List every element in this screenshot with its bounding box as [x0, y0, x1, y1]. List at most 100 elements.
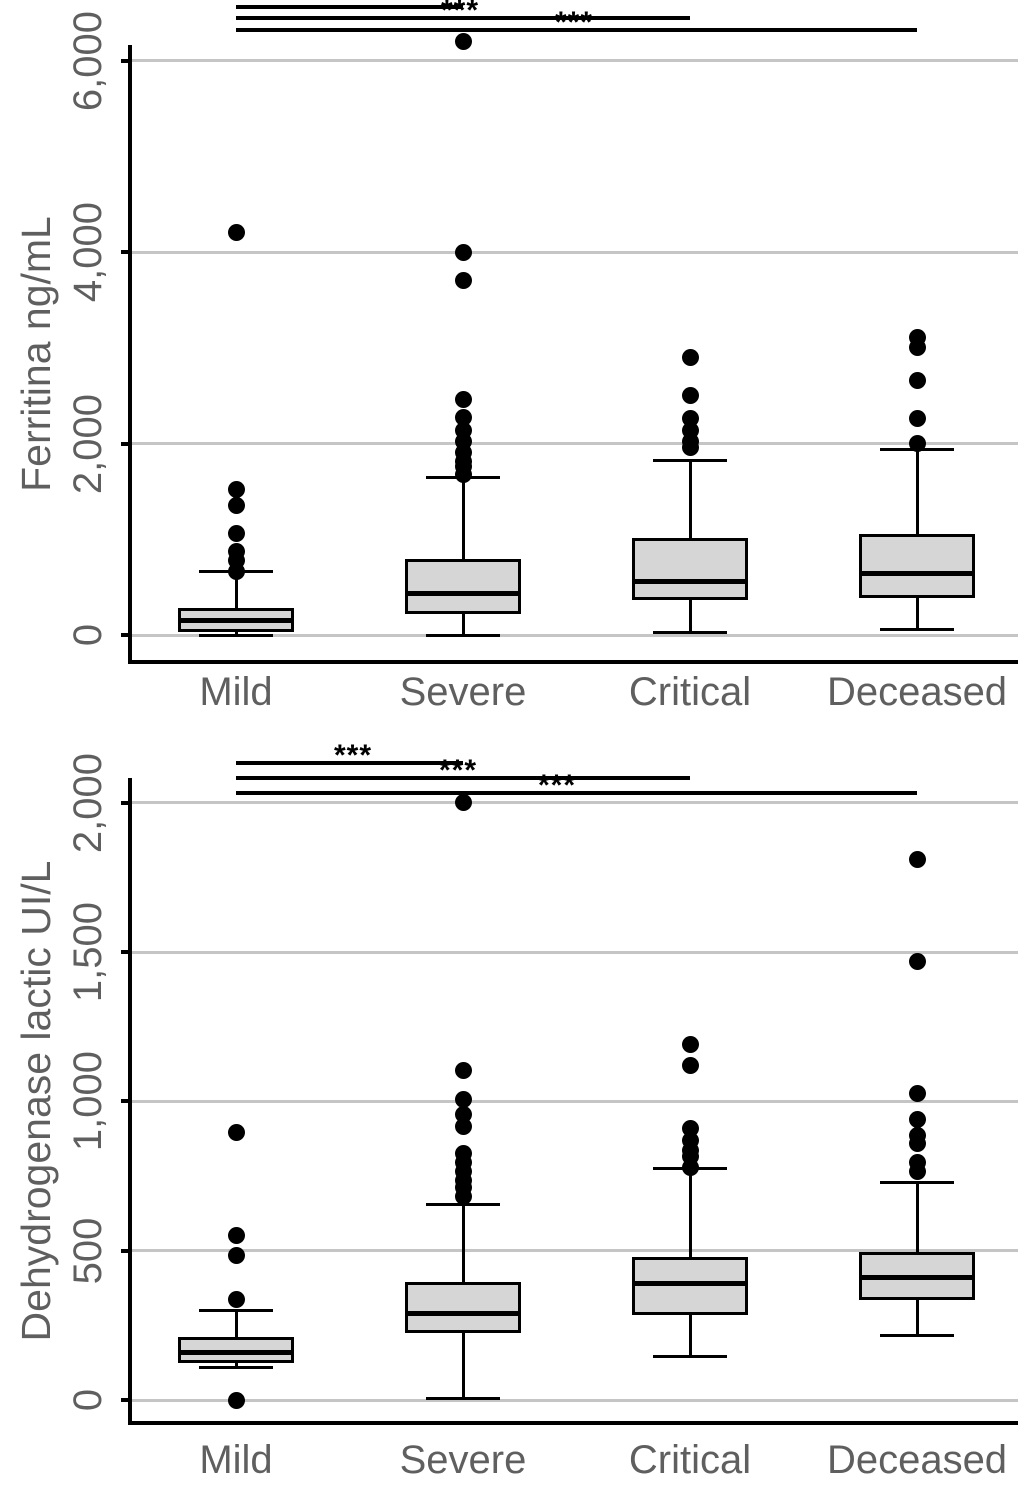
significance-stars: *** — [282, 0, 402, 15]
y-axis-tick-label: 0 — [66, 1388, 110, 1412]
whisker-cap-low-severe — [426, 1397, 500, 1400]
whisker-cap-low-deceased — [880, 627, 954, 631]
gridline-0 — [130, 633, 1018, 637]
x-axis-label-mild: Mild — [199, 670, 273, 714]
y-axis-tick — [121, 250, 130, 254]
y-axis-tick — [121, 1398, 130, 1402]
y-axis-tick — [121, 1099, 130, 1104]
outlier-dot-critical — [681, 1057, 699, 1075]
y-axis-tick — [121, 800, 130, 805]
outlier-dot-mild — [227, 1291, 245, 1309]
outlier-dot-deceased — [908, 1154, 926, 1172]
y-axis-tick-label: 2,000 — [66, 393, 110, 494]
y-axis-tick — [121, 1248, 130, 1253]
outlier-dot-deceased — [908, 851, 926, 869]
outlier-dot-severe — [454, 1061, 472, 1079]
outlier-dot-severe — [454, 408, 472, 426]
outlier-dot-severe — [454, 1145, 472, 1163]
whisker-cap-low-mild — [199, 633, 273, 637]
whisker-cap-low-critical — [653, 1355, 727, 1359]
gridline-1000 — [130, 1099, 1018, 1103]
significance-bracket-ferritin-2 — [236, 16, 690, 20]
outlier-dot-critical — [681, 409, 699, 427]
whisker-cap-low-mild — [199, 1365, 273, 1369]
whisker-cap-high-deceased — [880, 1180, 954, 1184]
boxplot-box-severe — [405, 558, 521, 614]
y-axis-title-dehydrogenase: Dehydrogenase lactic UI/L — [13, 860, 59, 1342]
whisker-cap-low-deceased — [880, 1334, 954, 1338]
boxplot-whisker-severe — [461, 477, 465, 635]
boxplot-median-critical — [632, 1281, 748, 1287]
outlier-dot-severe — [454, 391, 472, 409]
y-axis-line — [128, 778, 132, 1425]
x-axis-label-severe: Severe — [399, 1438, 527, 1482]
significance-bracket-ldh-1 — [236, 761, 463, 765]
gridline-1500 — [130, 950, 1018, 954]
outlier-dot-severe — [454, 1106, 472, 1124]
outlier-dot-mild — [227, 1227, 245, 1245]
outlier-dot-deceased — [908, 1110, 926, 1128]
outlier-dot-severe — [454, 1118, 472, 1136]
y-axis-tick-label: 4,000 — [66, 201, 110, 303]
y-axis-tick-label: 2,000 — [66, 752, 110, 853]
y-axis-line — [128, 45, 132, 664]
boxplot-box-critical — [632, 538, 748, 600]
x-axis-label-severe: Severe — [399, 670, 527, 714]
outlier-dot-mild — [227, 481, 245, 499]
outlier-dot-deceased — [908, 434, 926, 452]
outlier-dot-severe — [454, 1091, 472, 1109]
outlier-dot-deceased — [908, 1085, 926, 1103]
outlier-dot-severe — [454, 272, 472, 290]
significance-bracket-ldh-2 — [236, 776, 690, 780]
whisker-cap-low-severe — [426, 633, 500, 637]
gridline-2000 — [130, 801, 1018, 805]
whisker-cap-low-critical — [653, 630, 727, 634]
y-axis-tick — [121, 441, 130, 446]
boxplot-median-deceased — [859, 1275, 975, 1281]
boxplot-median-severe — [405, 1310, 521, 1316]
significance-bracket-ferritin-3 — [236, 28, 917, 32]
boxplot-median-critical — [632, 578, 748, 584]
outlier-dot-deceased — [908, 371, 926, 389]
outlier-dot-critical — [681, 348, 699, 366]
significance-bracket-ldh-3 — [236, 791, 917, 795]
whisker-cap-high-critical — [653, 459, 727, 463]
outlier-dot-mild — [227, 224, 245, 242]
outlier-dot-deceased — [908, 328, 926, 346]
outlier-dot-mild — [227, 1124, 245, 1142]
outlier-dot-critical — [681, 386, 699, 404]
boxplot-median-mild — [178, 1349, 294, 1355]
significance-bracket-ferritin-1 — [236, 5, 463, 9]
x-axis-line — [128, 1421, 1018, 1425]
outlier-dot-critical — [681, 1036, 699, 1054]
outlier-dot-severe — [454, 243, 472, 261]
significance-stars: *** — [333, 739, 373, 772]
y-axis-tick-label: 6,000 — [66, 10, 110, 111]
boxplot-median-deceased — [859, 571, 975, 577]
gridline-500 — [130, 1249, 1018, 1253]
boxplot-median-mild — [178, 617, 294, 623]
significance-stars: *** — [554, 6, 594, 39]
outlier-dot-deceased — [908, 952, 926, 970]
outlier-dot-mild — [227, 525, 245, 543]
outlier-dot-critical — [681, 1119, 699, 1137]
y-axis-tick-label: 0 — [66, 623, 110, 647]
y-axis-tick-label: 1,500 — [66, 902, 110, 1003]
boxplot-box-deceased — [859, 534, 975, 598]
outlier-dot-deceased — [908, 1127, 926, 1145]
x-axis-line — [128, 660, 1018, 664]
x-axis-label-deceased: Deceased — [826, 1438, 1008, 1482]
outlier-dot-mild — [227, 1246, 245, 1264]
x-axis-label-deceased: Deceased — [826, 670, 1008, 714]
y-axis-tick-label: 500 — [66, 1217, 110, 1285]
whisker-cap-high-mild — [199, 1308, 273, 1312]
x-axis-label-critical: Critical — [628, 1438, 752, 1482]
x-axis-label-mild: Mild — [199, 1438, 273, 1482]
outlier-dot-mild — [227, 1391, 245, 1409]
outlier-dot-severe — [454, 421, 472, 439]
y-axis-tick-label: 1,000 — [66, 1051, 110, 1152]
outlier-dot-severe — [454, 794, 472, 812]
outlier-dot-mild — [227, 542, 245, 560]
gridline-2000 — [130, 442, 1018, 445]
